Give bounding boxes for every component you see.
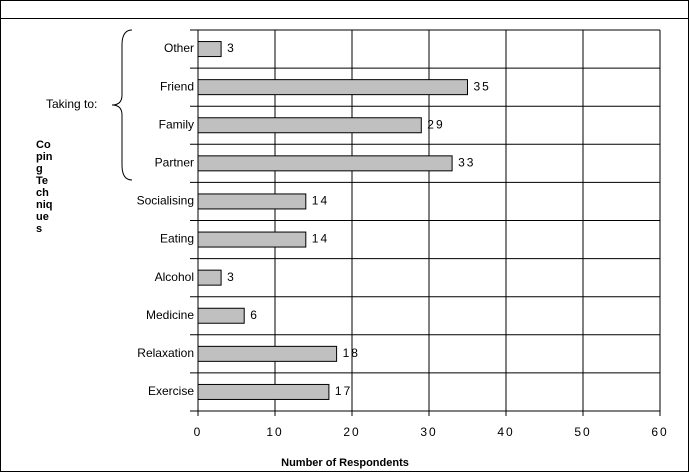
y-axis-label: ch (36, 187, 49, 199)
bar (197, 383, 330, 400)
x-tick-label: 60 (651, 425, 668, 439)
annotation: Taking to: (46, 97, 97, 111)
x-tick-label: 10 (266, 425, 283, 439)
bar (197, 193, 307, 210)
data-label: 35 (474, 79, 491, 93)
bar (197, 231, 307, 248)
bar (197, 307, 245, 324)
y-tick-label: Medicine (146, 308, 194, 322)
brace (111, 29, 133, 181)
y-tick-label: Family (159, 117, 194, 131)
y-axis-label: pin (36, 151, 53, 163)
bar (197, 269, 222, 286)
data-label: 17 (335, 384, 352, 398)
data-label: 3 (227, 41, 236, 55)
data-label: 14 (312, 194, 329, 208)
y-tick-label: Partner (155, 156, 194, 170)
data-label: 3 (227, 270, 236, 284)
y-axis-label: s (36, 223, 42, 235)
data-label: 29 (427, 117, 444, 131)
y-axis-label: ue (36, 211, 49, 223)
bar (197, 155, 453, 172)
y-tick-label: Other (164, 41, 194, 55)
y-axis-label: Te (36, 175, 48, 187)
data-label: 14 (312, 232, 329, 246)
bar (197, 117, 422, 134)
y-tick-label: Exercise (148, 384, 194, 398)
x-tick-label: 0 (194, 425, 203, 439)
y-tick-label: Friend (160, 79, 194, 93)
x-tick-label: 50 (574, 425, 591, 439)
data-label: 18 (343, 346, 360, 360)
x-tick-label: 20 (343, 425, 360, 439)
data-label: 6 (250, 308, 259, 322)
x-tick-label: 40 (497, 425, 514, 439)
bar (197, 41, 222, 58)
y-tick-label: Socialising (137, 194, 194, 208)
x-axis-label: Number of Respondents (281, 457, 409, 469)
bar (197, 345, 338, 362)
y-axis-label: niq (36, 199, 53, 211)
y-axis-label: g (36, 163, 43, 175)
y-tick-label: Relaxation (137, 346, 194, 360)
y-axis-label: Co (36, 139, 51, 151)
y-tick-label: Eating (160, 232, 194, 246)
bar (197, 79, 468, 96)
x-tick-label: 30 (420, 425, 437, 439)
data-label: 33 (458, 156, 475, 170)
y-tick-label: Alcohol (155, 270, 194, 284)
